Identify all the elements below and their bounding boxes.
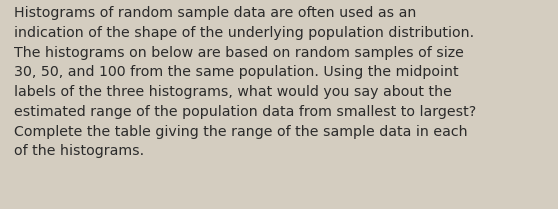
Text: Histograms of random sample data are often used as an
indication of the shape of: Histograms of random sample data are oft…	[14, 6, 476, 158]
